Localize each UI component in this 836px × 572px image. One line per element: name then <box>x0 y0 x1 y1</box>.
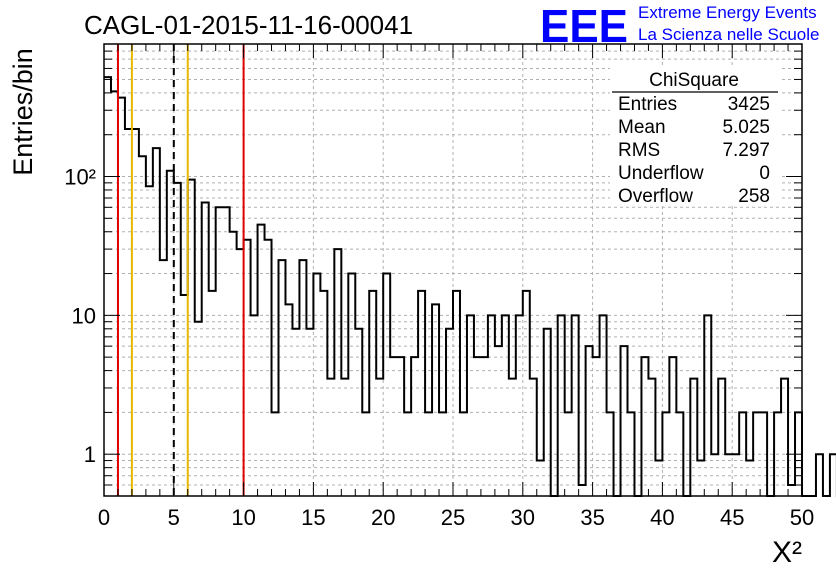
stats-row-label: Underflow <box>618 163 704 184</box>
y-axis-title: Entries/bin <box>8 48 38 176</box>
brand-line-1: Extreme Energy Events <box>638 3 817 22</box>
x-axis-title: X² <box>772 536 802 569</box>
x-tick-label: 40 <box>650 505 674 530</box>
stats-row-value: 0 <box>759 163 770 184</box>
stats-box: ChiSquare Entries 3425 Mean 5.025 RMS 7.297 Un… <box>610 66 780 207</box>
x-tick-label: 15 <box>301 505 325 530</box>
chart-title: CAGL-01-2015-11-16-00041 <box>84 10 413 40</box>
stats-row-label: Mean <box>618 117 666 138</box>
x-tick-label: 10 <box>231 505 255 530</box>
x-tick-label: 35 <box>580 505 604 530</box>
stats-row-value: 5.025 <box>722 117 770 138</box>
eee-brand: EEE Extreme Energy Events La Scienza nel… <box>540 0 819 52</box>
stats-row-label: RMS <box>618 140 660 161</box>
brand-line-2: La Scienza nelle Scuole <box>638 25 819 44</box>
stats-rows: Entries 3425 Mean 5.025 RMS 7.297 Underflow 0 Ov… <box>618 94 770 207</box>
stats-row-value: 7.297 <box>722 140 770 161</box>
x-tick-label: 5 <box>168 505 180 530</box>
y-tick-label: 10 <box>72 303 96 328</box>
x-tick-label: 25 <box>441 505 465 530</box>
stats-box-bg <box>610 66 780 206</box>
x-tick-label: 45 <box>720 505 744 530</box>
x-tick-label: 50 <box>790 505 814 530</box>
stats-row-label: Entries <box>618 94 677 115</box>
x-tick-label: 0 <box>98 505 110 530</box>
stats-row-label: Overflow <box>618 186 693 207</box>
y-tick-label: 1 <box>84 442 96 467</box>
y-tick-label: 10² <box>64 164 96 189</box>
marker-lines <box>116 44 245 496</box>
stats-row-value: 3425 <box>728 94 770 115</box>
eee-logo: EEE <box>540 0 628 52</box>
histogram-outline <box>104 76 836 497</box>
x-tick-label: 30 <box>511 505 535 530</box>
x-tick-label: 20 <box>371 505 395 530</box>
histogram <box>104 76 836 497</box>
stats-name: ChiSquare <box>649 70 739 91</box>
stats-row-value: 258 <box>738 186 770 207</box>
axis-ticks <box>103 43 803 497</box>
tick-labels: 0 5 10 15 20 25 30 35 40 45 50 1 10 10² <box>64 164 814 530</box>
